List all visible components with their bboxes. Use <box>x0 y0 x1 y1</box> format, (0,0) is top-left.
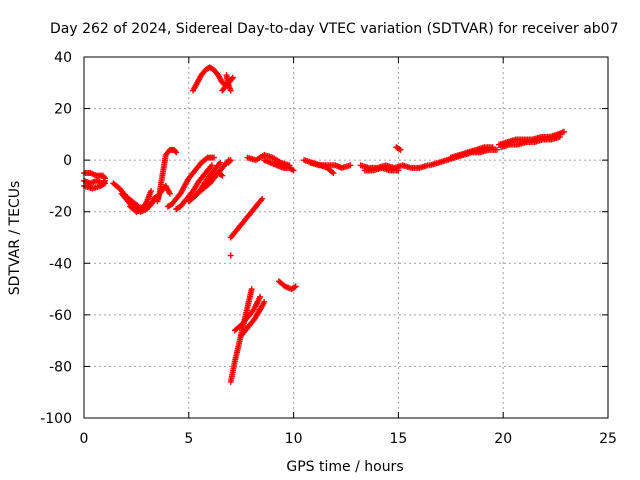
data-point <box>261 298 268 305</box>
data-point <box>556 133 563 140</box>
y-tick-label: -100 <box>40 411 72 427</box>
data-point <box>219 172 226 179</box>
data-point <box>489 144 496 151</box>
data-point <box>100 173 107 180</box>
data-point <box>330 170 337 177</box>
y-tick-label: 0 <box>63 153 72 169</box>
data-points <box>81 64 567 385</box>
data-point <box>290 167 297 174</box>
data-point <box>292 283 299 290</box>
data-point <box>210 154 217 161</box>
data-point <box>227 87 234 94</box>
x-axis-label: GPS time / hours <box>286 459 403 475</box>
data-point <box>329 169 336 176</box>
x-tick-label: 20 <box>494 431 512 447</box>
data-point <box>397 146 404 153</box>
data-point <box>166 190 173 197</box>
y-tick-label: -80 <box>49 359 72 375</box>
y-axis-label: SDTVAR / TECUs <box>7 181 23 296</box>
data-point <box>229 74 236 81</box>
data-point <box>227 157 234 164</box>
data-point <box>259 195 266 202</box>
y-tick-label: 20 <box>54 102 72 118</box>
data-point <box>248 286 255 293</box>
data-point <box>560 128 567 135</box>
data-point <box>347 162 354 169</box>
data-point <box>101 180 108 187</box>
data-point <box>172 148 179 155</box>
data-point <box>257 293 264 300</box>
data-point <box>208 162 215 169</box>
data-point <box>227 252 234 259</box>
y-tick-label: -60 <box>49 308 72 324</box>
x-tick-label: 5 <box>184 431 193 447</box>
data-point <box>217 159 224 166</box>
data-point <box>226 158 233 165</box>
data-point <box>493 146 500 153</box>
y-tick-label: -20 <box>49 205 72 221</box>
x-tick-label: 0 <box>80 431 89 447</box>
plot-frame <box>83 56 609 419</box>
grid-lines <box>84 57 608 418</box>
data-point <box>101 175 108 182</box>
data-point <box>395 167 402 174</box>
chart-title: Day 262 of 2024, Sidereal Day-to-day VTE… <box>50 21 619 37</box>
data-point <box>148 188 155 195</box>
x-tick-label: 10 <box>285 431 303 447</box>
x-tick-label: 25 <box>599 431 617 447</box>
data-point <box>173 149 180 156</box>
x-tick-label: 15 <box>389 431 407 447</box>
y-tick-label: -40 <box>49 256 72 272</box>
y-tick-label: 40 <box>54 50 72 66</box>
axis-ticks: 0 5 10 15 20 25 -100 -80 -60 -40 -20 0 20 40 <box>40 50 617 447</box>
data-point <box>203 155 210 162</box>
